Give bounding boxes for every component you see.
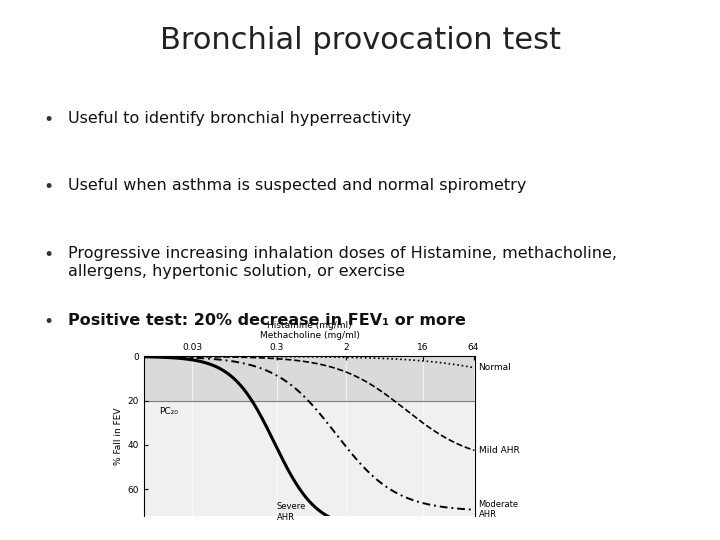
Text: •: • (43, 246, 53, 264)
X-axis label: Histamine (mg/ml)
Methacholine (mg/ml): Histamine (mg/ml) Methacholine (mg/ml) (260, 321, 359, 340)
Text: Severe
AHR: Severe AHR (277, 502, 306, 522)
Text: •: • (43, 178, 53, 196)
Text: Useful to identify bronchial hyperreactivity: Useful to identify bronchial hyperreacti… (68, 111, 412, 126)
Text: Progressive increasing inhalation doses of Histamine, methacholine,
allergens, h: Progressive increasing inhalation doses … (68, 246, 618, 279)
Text: Moderate
AHR: Moderate AHR (479, 500, 518, 519)
Text: Positive test: 20% decrease in FEV₁ or more: Positive test: 20% decrease in FEV₁ or m… (68, 313, 467, 328)
Bar (144, 356, 475, 401)
Text: Mild AHR: Mild AHR (479, 446, 519, 455)
Text: Bronchial provocation test: Bronchial provocation test (160, 26, 560, 55)
Text: Useful when asthma is suspected and normal spirometry: Useful when asthma is suspected and norm… (68, 178, 527, 193)
Y-axis label: % Fall in FEV: % Fall in FEV (114, 407, 123, 465)
Text: •: • (43, 111, 53, 129)
Text: Normal: Normal (479, 363, 511, 372)
Text: PC₂₀: PC₂₀ (159, 407, 178, 416)
Text: •: • (43, 313, 53, 331)
